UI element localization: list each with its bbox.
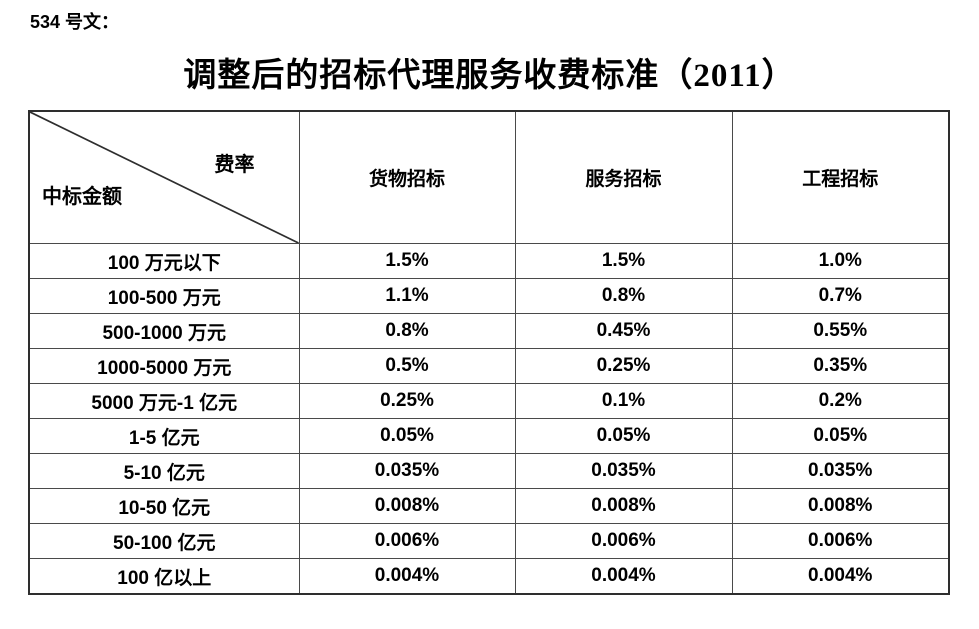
goods-rate-cell: 0.006% bbox=[298, 523, 516, 559]
goods-rate-cell: 0.004% bbox=[298, 558, 516, 595]
service-rate-cell: 0.8% bbox=[514, 278, 733, 314]
engineering-rate-cell: 0.2% bbox=[731, 383, 950, 419]
engineering-rate-cell: 0.004% bbox=[731, 558, 950, 595]
table-row: 50-100 亿元 0.006% 0.006% 0.006% bbox=[28, 523, 950, 559]
table-row: 100 万元以下 1.5% 1.5% 1.0% bbox=[28, 243, 950, 279]
table-row: 500-1000 万元 0.8% 0.45% 0.55% bbox=[28, 313, 950, 349]
goods-rate-cell: 1.5% bbox=[298, 243, 516, 279]
engineering-rate-cell: 0.006% bbox=[731, 523, 950, 559]
amount-cell: 100 亿以上 bbox=[28, 558, 300, 595]
column-header-engineering: 工程招标 bbox=[731, 110, 950, 244]
diagonal-divider-line bbox=[30, 112, 299, 243]
amount-cell: 100-500 万元 bbox=[28, 278, 300, 314]
page-title: 调整后的招标代理服务收费标准（2011） bbox=[183, 58, 796, 94]
engineering-rate-cell: 0.05% bbox=[731, 418, 950, 454]
fee-rate-table: 费率 中标金额 货物招标 服务招标 工程招标 100 万元以下 1.5% 1.5… bbox=[28, 110, 950, 595]
header-row: 费率 中标金额 货物招标 服务招标 工程招标 bbox=[28, 110, 950, 244]
engineering-rate-cell: 0.035% bbox=[731, 453, 950, 489]
amount-cell: 1000-5000 万元 bbox=[28, 348, 300, 384]
service-rate-cell: 1.5% bbox=[514, 243, 733, 279]
amount-cell: 10-50 亿元 bbox=[28, 488, 300, 524]
service-rate-cell: 0.45% bbox=[514, 313, 733, 349]
goods-rate-cell: 1.1% bbox=[298, 278, 516, 314]
service-rate-cell: 0.006% bbox=[514, 523, 733, 559]
service-rate-cell: 0.05% bbox=[514, 418, 733, 454]
column-header-service: 服务招标 bbox=[514, 110, 733, 244]
table-row: 1-5 亿元 0.05% 0.05% 0.05% bbox=[28, 418, 950, 454]
table-row: 5-10 亿元 0.035% 0.035% 0.035% bbox=[28, 453, 950, 489]
goods-rate-cell: 0.5% bbox=[298, 348, 516, 384]
service-rate-cell: 0.1% bbox=[514, 383, 733, 419]
service-rate-cell: 0.035% bbox=[514, 453, 733, 489]
service-rate-cell: 0.25% bbox=[514, 348, 733, 384]
amount-cell: 1-5 亿元 bbox=[28, 418, 300, 454]
engineering-rate-cell: 0.7% bbox=[731, 278, 950, 314]
goods-rate-cell: 0.035% bbox=[298, 453, 516, 489]
amount-cell: 5000 万元-1 亿元 bbox=[28, 383, 300, 419]
engineering-rate-cell: 1.0% bbox=[731, 243, 950, 279]
table-row: 100-500 万元 1.1% 0.8% 0.7% bbox=[28, 278, 950, 314]
amount-cell: 500-1000 万元 bbox=[28, 313, 300, 349]
goods-rate-cell: 0.25% bbox=[298, 383, 516, 419]
service-rate-cell: 0.004% bbox=[514, 558, 733, 595]
table-row: 1000-5000 万元 0.5% 0.25% 0.35% bbox=[28, 348, 950, 384]
amount-cell: 50-100 亿元 bbox=[28, 523, 300, 559]
engineering-rate-cell: 0.35% bbox=[731, 348, 950, 384]
corner-label-amount: 中标金额 bbox=[42, 186, 122, 208]
doc-number: 534 号文： bbox=[30, 12, 120, 32]
engineering-rate-cell: 0.55% bbox=[731, 313, 950, 349]
amount-cell: 5-10 亿元 bbox=[28, 453, 300, 489]
table-row: 100 亿以上 0.004% 0.004% 0.004% bbox=[28, 558, 950, 595]
goods-rate-cell: 0.05% bbox=[298, 418, 516, 454]
table-row: 5000 万元-1 亿元 0.25% 0.1% 0.2% bbox=[28, 383, 950, 419]
goods-rate-cell: 0.8% bbox=[298, 313, 516, 349]
column-header-goods: 货物招标 bbox=[298, 110, 516, 244]
service-rate-cell: 0.008% bbox=[514, 488, 733, 524]
amount-cell: 100 万元以下 bbox=[28, 243, 300, 279]
table-row: 10-50 亿元 0.008% 0.008% 0.008% bbox=[28, 488, 950, 524]
goods-rate-cell: 0.008% bbox=[298, 488, 516, 524]
corner-header-cell: 费率 中标金额 bbox=[28, 110, 300, 244]
corner-label-rate: 费率 bbox=[214, 154, 255, 176]
engineering-rate-cell: 0.008% bbox=[731, 488, 950, 524]
